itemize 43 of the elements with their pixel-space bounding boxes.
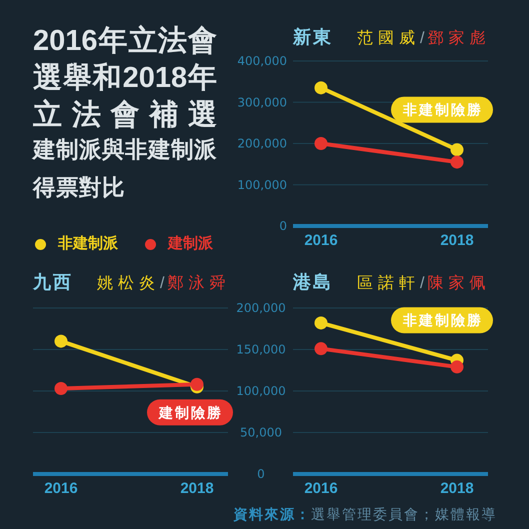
x-tick-label: 2016 xyxy=(304,232,338,249)
y-tick-label: 50,000 xyxy=(240,426,282,440)
x-tick-label: 2016 xyxy=(304,480,338,497)
text: 建制派與非建制派得票對比 xyxy=(33,136,217,202)
annotation: 建制險勝 xyxy=(158,404,223,420)
chart-subtitle: 區諾軒/陳家佩 xyxy=(357,275,490,292)
point xyxy=(314,342,328,356)
y-tick-label: 100,000 xyxy=(237,178,287,192)
point xyxy=(314,316,328,330)
y-tick-label: 300,000 xyxy=(237,95,287,110)
x-tick-label: 2018 xyxy=(440,232,474,249)
pill-badge: 非建制險勝 xyxy=(391,96,493,123)
y-tick-label: 200,000 xyxy=(236,301,286,316)
annotation: 非建制險勝 xyxy=(402,102,483,118)
chart-subtitle: 范國威/鄧家彪 xyxy=(357,30,490,47)
point xyxy=(54,382,68,396)
y-tick-label: 100,000 xyxy=(236,384,286,398)
point xyxy=(450,143,464,156)
annotation: 非建制險勝 xyxy=(402,312,483,328)
point xyxy=(190,378,204,391)
point xyxy=(450,156,464,169)
pill-badge: 建制險勝 xyxy=(147,399,233,426)
point xyxy=(314,81,328,94)
point xyxy=(450,360,464,374)
point xyxy=(314,137,328,150)
chart-title: 九西 xyxy=(33,272,73,292)
y-tick-label: 400,000 xyxy=(237,54,287,68)
y-tick-label: 200,000 xyxy=(237,136,287,151)
x-tick-label: 2018 xyxy=(440,480,474,497)
y-tick-label: 0 xyxy=(257,467,265,482)
text: 2016年立法會選舉和2018年立法會補選 xyxy=(33,24,217,133)
legend-label: 非建制派 xyxy=(58,234,118,254)
y-tick-label: 150,000 xyxy=(236,342,286,357)
source-note: 資料來源：選舉管理委員會；媒體報導 xyxy=(234,506,497,522)
chart-title: 新東 xyxy=(293,27,333,47)
point xyxy=(54,334,68,348)
legend-label: 建制派 xyxy=(168,234,213,254)
chart-subtitle: 姚松炎/鄭泳舜 xyxy=(97,275,230,292)
x-tick-label: 2016 xyxy=(44,480,78,497)
chart-title: 港島 xyxy=(293,272,333,292)
y-tick-label: 0 xyxy=(279,219,287,234)
x-tick-label: 2018 xyxy=(180,480,214,497)
pill-badge: 非建制險勝 xyxy=(391,307,493,334)
